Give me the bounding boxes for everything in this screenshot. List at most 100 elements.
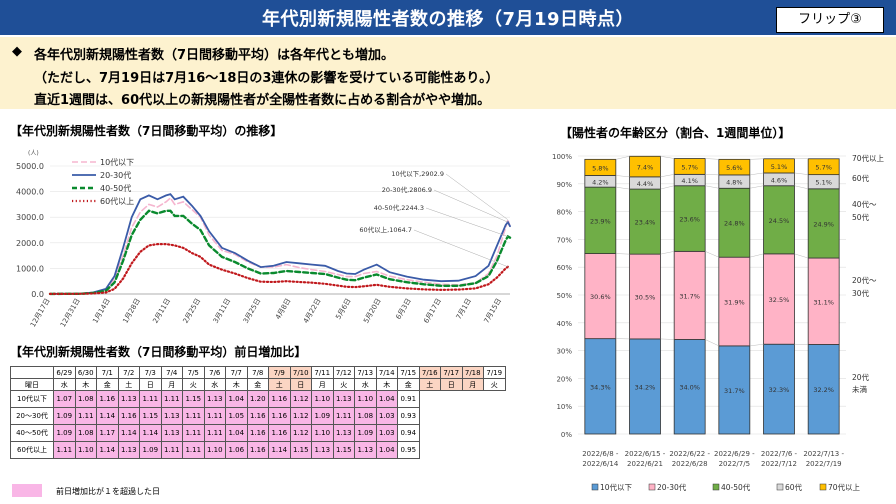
connector-line — [660, 156, 675, 159]
bar-segment — [763, 253, 795, 345]
x-tick-label: 1月28日 — [121, 297, 142, 325]
ratio-cell: 1.11 — [160, 441, 183, 459]
date-header: 7/10 — [289, 366, 312, 379]
bar-segment — [718, 158, 751, 176]
connector-line — [615, 156, 630, 160]
ratio-cell: 1.10 — [203, 441, 226, 459]
bar-value-label: 4.1% — [681, 177, 698, 185]
side-label: 60代 — [852, 173, 870, 183]
ratio-cell: 1.11 — [160, 390, 183, 408]
legend-swatch — [776, 483, 784, 491]
y-tick-label: 0% — [561, 431, 572, 439]
bar-value-label: 5.1% — [771, 163, 788, 171]
bar-value-label: 4.6% — [771, 176, 788, 184]
ratio-cell: 1.16 — [246, 407, 269, 425]
date-header: 7/2 — [117, 366, 140, 379]
bar-value-label: 7.4% — [637, 164, 654, 172]
ratio-cell: 1.15 — [332, 441, 355, 459]
connector-line — [705, 185, 719, 189]
ratio-cell: 1.08 — [354, 407, 377, 425]
x-tick-label: 2022/6/21 — [627, 460, 663, 468]
bar-segment — [629, 188, 661, 255]
ratio-cell: 1.13 — [311, 441, 334, 459]
ratio-cell: 1.13 — [160, 407, 183, 425]
bar-segment — [673, 339, 706, 435]
bar-segment — [584, 158, 617, 176]
bar-value-label: 5.8% — [592, 164, 609, 172]
x-tick-label: 2022/6/8 - — [582, 450, 619, 458]
bar-segment — [629, 338, 661, 435]
ratio-cell: 1.20 — [246, 390, 269, 408]
bar-value-label: 31.7% — [679, 292, 700, 300]
table-row: 10代以下 1.07 1.08 1.16 1.13 1.11 1.11 1.15 1.13 1.0… — [10, 390, 506, 408]
connector-line — [660, 185, 675, 190]
ratio-cell: 1.16 — [268, 424, 291, 442]
table-title: 【年代別新規陽性者数（7日間移動平均）前日増加比】 — [10, 345, 307, 359]
connector-line — [749, 172, 764, 176]
legend-label: 70代以上 — [828, 482, 861, 492]
connector-line — [660, 174, 675, 178]
ratio-cell: 1.16 — [268, 407, 291, 425]
date-header: 7/15 — [397, 366, 420, 379]
ratio-cell: 1.09 — [53, 424, 76, 442]
ratio-cell: 1.11 — [182, 441, 205, 459]
ratio-cell: 1.09 — [354, 424, 377, 442]
line-chart-title: 【年代別新規陽性者数（7日間移動平均）の推移】 — [10, 124, 283, 138]
y-tick-label: 70% — [556, 236, 572, 244]
x-tick-label: 2月25日 — [182, 297, 203, 325]
connector-line — [615, 253, 630, 255]
connector-line — [660, 251, 675, 255]
ratio-cell: 0.95 — [397, 441, 420, 459]
ratio-cell: 1.07 — [53, 390, 76, 408]
bar-segment — [718, 345, 751, 435]
connector-line — [615, 175, 630, 178]
connector-line — [794, 253, 809, 259]
summary-line-1: 各年代別新規陽性者数（7日間移動平均）は各年代とも増加。 — [34, 48, 395, 63]
connector-line — [749, 343, 764, 347]
bar-segment — [807, 188, 840, 259]
series-line-0 — [49, 196, 511, 295]
bar-value-label: 34.0% — [679, 384, 700, 392]
connector-line — [705, 158, 719, 160]
ratio-cell: 0.91 — [397, 390, 420, 408]
x-tick-label: 7月15日 — [483, 297, 504, 325]
ratio-cell: 1.16 — [246, 424, 269, 442]
side-label: 50代 — [852, 212, 870, 222]
bar-value-label: 30.5% — [635, 294, 656, 302]
weekday-header: 土 — [418, 378, 441, 391]
legend-swatch — [712, 483, 720, 491]
header-bar: 年代別新規陽性者数の推移（7月19日時点） — [0, 0, 896, 35]
ratio-cell: 1.03 — [375, 424, 398, 442]
end-value-label: 10代以下,2902.9 — [391, 169, 444, 178]
end-leader — [413, 229, 508, 267]
date-header: 7/8 — [246, 366, 269, 379]
ratio-cell: 1.16 — [246, 441, 269, 459]
weekday-header: 金 — [246, 378, 269, 391]
date-header: 7/18 — [461, 366, 484, 379]
x-tick-label: 2022/7/19 — [806, 460, 842, 468]
weekday-header: 火 — [483, 378, 506, 391]
date-header: 7/6 — [203, 366, 226, 379]
ratio-cell: 1.13 — [117, 441, 140, 459]
y-tick-label: 1000.0 — [16, 264, 44, 273]
side-label: 70代以上 — [852, 153, 885, 163]
ratio-cell: 1.11 — [203, 407, 226, 425]
date-header: 7/1 — [96, 366, 119, 379]
date-header: 7/17 — [440, 366, 463, 379]
bar-value-label: 4.2% — [592, 178, 609, 186]
weekday-header: 日 — [440, 378, 463, 391]
ratio-cell: 1.13 — [354, 441, 377, 459]
ratio-cell: 1.12 — [289, 390, 312, 408]
weekday-header: 月 — [311, 378, 334, 391]
end-value-label: 20-30代,2806.9 — [382, 185, 432, 194]
connector-line — [749, 185, 764, 189]
x-tick-label: 3月11日 — [212, 297, 233, 325]
bar-value-label: 4.8% — [726, 179, 743, 187]
ratio-cell: 1.14 — [117, 424, 140, 442]
date-header: 7/12 — [332, 366, 355, 379]
date-header: 7/14 — [375, 366, 398, 379]
row-label: 60代以上 — [10, 441, 54, 459]
x-tick-label: 2022/7/13 - — [803, 450, 844, 458]
ratio-cell: 1.04 — [375, 390, 398, 408]
connector-line — [749, 253, 764, 258]
